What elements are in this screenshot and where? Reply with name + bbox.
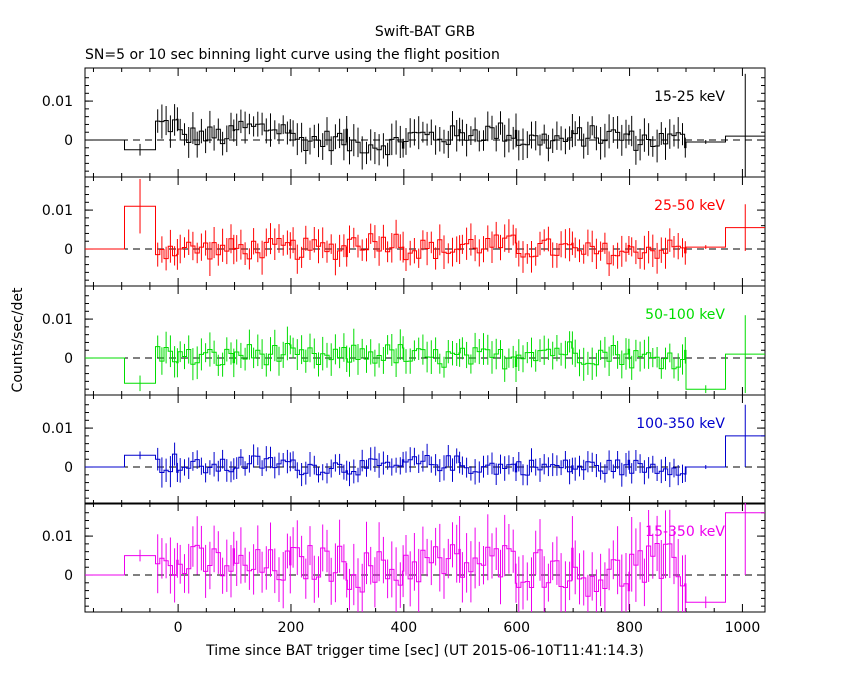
x-tick-label: 1000 — [725, 620, 761, 636]
light-curve-line — [85, 341, 765, 390]
y-tick-label: 0.01 — [42, 312, 73, 328]
y-tick-label: 0.01 — [42, 529, 73, 545]
light-curve-line — [85, 435, 765, 476]
x-tick-label: 0 — [174, 620, 183, 636]
chart-title: Swift-BAT GRB — [375, 24, 475, 40]
x-tick-label: 400 — [390, 620, 417, 636]
x-tick-label: 800 — [616, 620, 643, 636]
panel-2: 0 0.01 25-50 keV — [42, 176, 766, 287]
panels-group: 0 0.01 15-25 keV 0 0.01 25-50 keV 0 0.01 50-100 … — [42, 67, 766, 636]
band-label: 15-350 keV — [645, 524, 725, 540]
x-tick-label: 600 — [503, 620, 530, 636]
band-label: 50-100 keV — [645, 307, 725, 323]
y-axis-label: Counts/sec/det — [10, 287, 26, 392]
error-bars — [139, 503, 746, 612]
panel-5: 0 0.01 15-350 keV 0 200 400 600 800 1000 — [42, 502, 766, 636]
band-label: 25-50 keV — [654, 198, 725, 214]
chart-subtitle: SN=5 or 10 sec binning light curve using… — [85, 47, 500, 63]
panel-frame — [84, 67, 766, 178]
error-bars — [139, 178, 746, 276]
panel-frame — [84, 176, 766, 287]
light-curve-line — [85, 118, 765, 156]
panel-frame — [84, 285, 766, 396]
panel-frame — [84, 394, 766, 505]
band-label: 100-350 keV — [636, 416, 725, 432]
light-curve-line — [85, 205, 765, 265]
band-label: 15-25 keV — [654, 89, 725, 105]
light-curve-line — [85, 512, 765, 603]
panel-3: 0 0.01 50-100 keV — [42, 285, 766, 396]
panel-frame — [84, 502, 766, 613]
x-tick-label: 200 — [278, 620, 305, 636]
y-tick-label: 0.01 — [42, 203, 73, 219]
x-axis-label: Time since BAT trigger time [sec] (UT 20… — [205, 643, 644, 659]
y-tick-label: 0 — [64, 133, 73, 149]
y-tick-label: 0.01 — [42, 421, 73, 437]
y-tick-label: 0 — [64, 568, 73, 584]
panel-4: 0 0.01 100-350 keV — [42, 394, 766, 505]
y-tick-label: 0 — [64, 242, 73, 258]
panel-1: 0 0.01 15-25 keV — [42, 67, 766, 178]
y-tick-label: 0 — [64, 460, 73, 476]
y-tick-label: 0 — [64, 351, 73, 367]
y-tick-label: 0.01 — [42, 94, 73, 110]
error-bars — [139, 315, 746, 394]
